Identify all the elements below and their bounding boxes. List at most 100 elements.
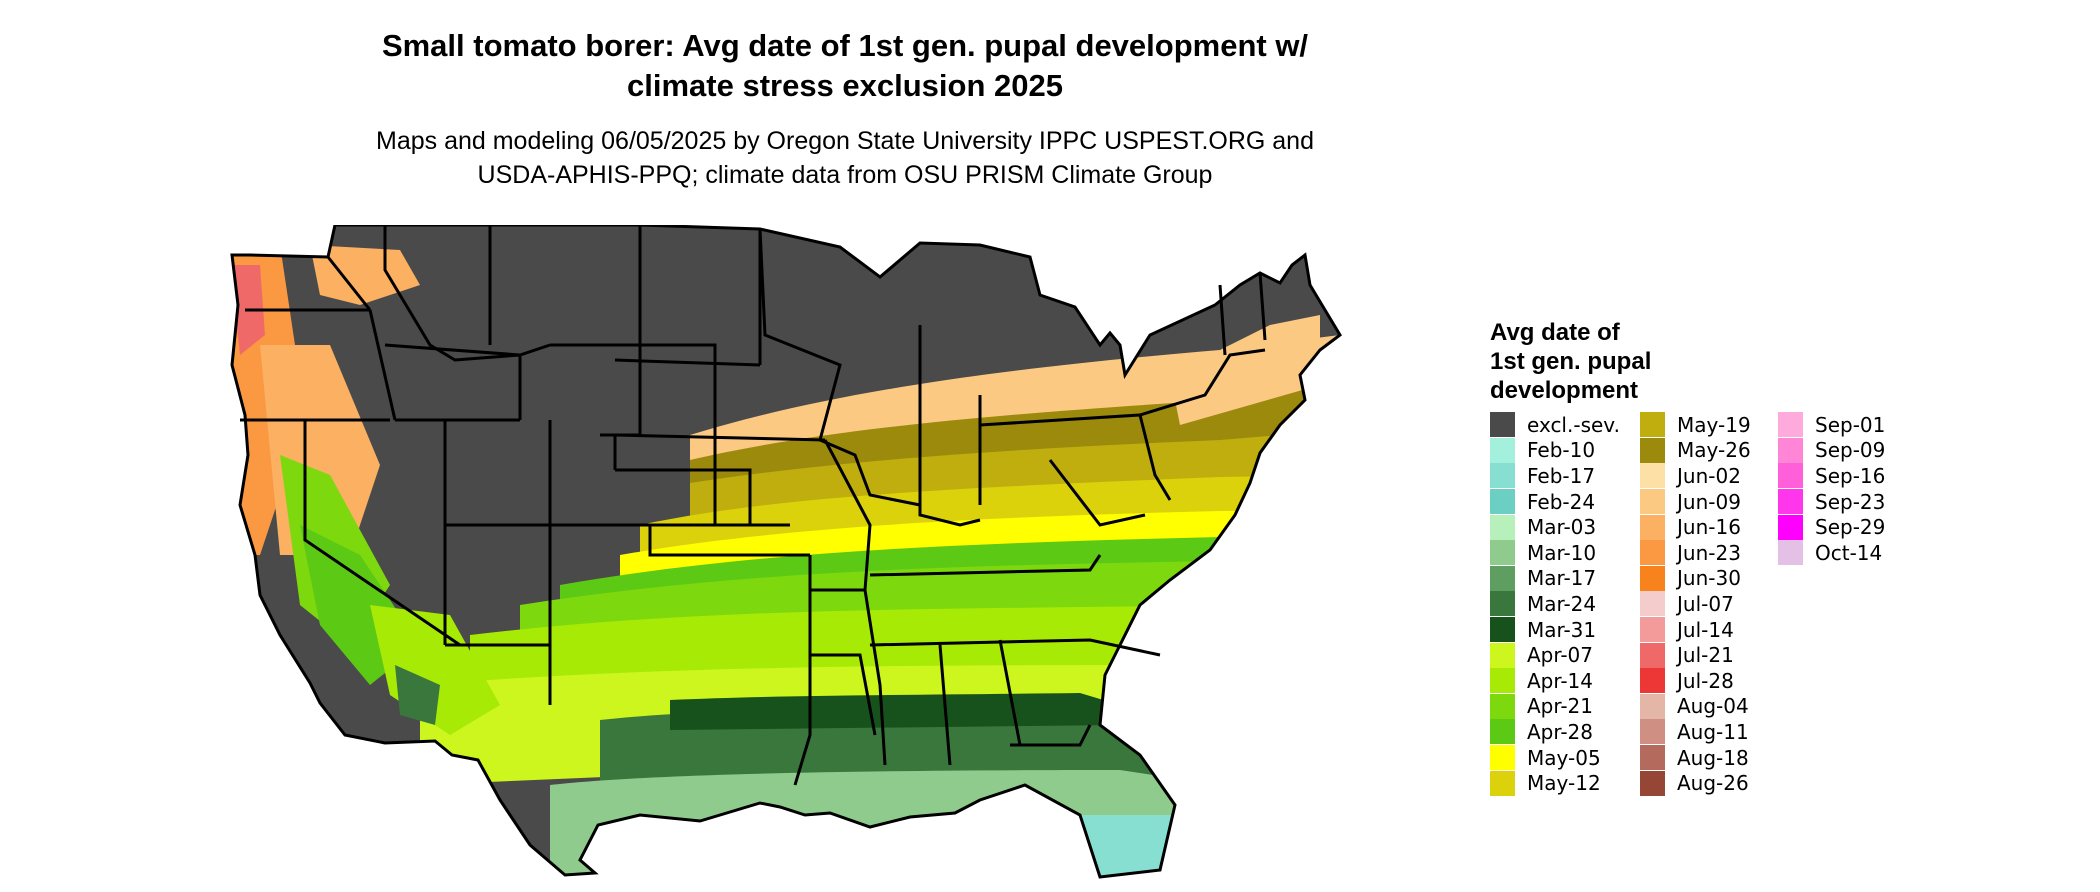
legend-label: Jun-02 [1677,463,1741,488]
legend-swatch [1490,719,1515,745]
legend-item: Apr-14 [1490,668,1620,694]
legend-swatch [1640,437,1665,463]
legend-label: Sep-01 [1815,412,1886,437]
legend-item: Feb-24 [1490,489,1620,515]
legend-swatch [1778,437,1803,463]
legend-swatch [1640,745,1665,771]
legend-label: Apr-07 [1527,643,1593,668]
legend-swatch [1490,770,1515,796]
border-ne-ks [613,435,752,525]
legend-swatch [1640,565,1665,591]
legend-label: Sep-16 [1815,463,1886,488]
legend-swatch [1490,565,1515,591]
band-mar-31 [670,693,1120,730]
legend-item: Jun-23 [1640,540,1751,566]
border-ar-la [793,555,812,786]
legend-label: Sep-09 [1815,438,1886,463]
legend-item: excl.-sev. [1490,412,1620,438]
band-mar-24-sw [395,665,440,725]
legend-label: Jun-16 [1677,515,1741,540]
legend-item: Aug-11 [1640,719,1751,745]
legend-label: Mar-03 [1527,515,1597,540]
legend-item: Aug-18 [1640,745,1751,771]
border-wy-sd-ne [550,343,717,525]
legend-label: excl.-sev. [1527,412,1620,437]
legend-column-1: excl.-sev. Feb-10 Feb-17 Feb-24 Mar-03 M… [1490,412,1620,796]
legend-swatch [1490,489,1515,515]
legend-swatch [1640,770,1665,796]
legend-label: Jul-14 [1677,617,1734,642]
legend-label: May-12 [1527,771,1601,796]
legend-swatch [1640,540,1665,566]
legend-item: Sep-16 [1778,463,1885,489]
border-sd-ne [614,433,826,442]
border-ga-fl [1010,724,1092,747]
legend-swatch [1778,540,1803,566]
legend-item: Apr-07 [1490,642,1620,668]
legend-item: Mar-10 [1490,540,1620,566]
border-id-wy [384,343,522,420]
legend-label: Jul-21 [1677,643,1734,668]
legend-label: Aug-18 [1677,745,1749,770]
legend-item: Jun-16 [1640,514,1751,540]
border-mn-ia-wi [758,228,921,507]
legend-label: Sep-23 [1815,489,1886,514]
legend-item: May-12 [1490,770,1620,796]
legend-label: Feb-24 [1527,489,1596,514]
border-la-ms [810,653,877,736]
legend-label: Jun-09 [1677,489,1741,514]
legend-swatch [1640,489,1665,515]
legend-title: Avg date of 1st gen. pupal development [1490,318,1750,405]
legend-swatch [1490,591,1515,617]
border-nd-sd [614,358,761,367]
legend-swatch [1640,617,1665,643]
legend-item: Sep-09 [1778,437,1886,464]
legend-swatch [1640,693,1665,719]
legend-swatch [1640,463,1665,489]
legend-label: Apr-14 [1527,668,1593,693]
legend-item: Sep-29 [1778,514,1885,540]
border-pa-ny [1139,348,1266,417]
legend-swatch [1490,693,1515,719]
band-jun-16-nw [310,245,420,305]
legend-swatch [1490,617,1515,643]
legend-item: Aug-04 [1640,693,1751,720]
legend-swatch [1778,514,1803,540]
legend-swatch [1640,642,1665,668]
legend-item: Mar-17 [1490,565,1620,592]
legend-label: May-19 [1677,412,1751,437]
legend-item: Jun-30 [1640,565,1751,592]
legend-item: Feb-10 [1490,437,1620,464]
legend-item: Apr-28 [1490,719,1620,745]
legend-swatch [1490,463,1515,489]
legend-label: Aug-04 [1677,694,1749,719]
border-or-id [368,309,397,421]
border-il-in [918,325,981,527]
legend-label: Apr-21 [1527,694,1593,719]
legend-swatch [1640,514,1665,540]
legend-label: Apr-28 [1527,719,1593,744]
state-boundaries [230,225,1342,879]
legend-item: Mar-24 [1490,591,1620,617]
legend-column-3: Sep-01 Sep-09 Sep-16 Sep-23 Sep-29 Oct-1… [1778,412,1885,566]
border-id-mt [383,225,551,362]
legend-item: Jul-21 [1640,642,1751,668]
legend-label: Mar-31 [1527,617,1597,642]
legend-label: Mar-10 [1527,540,1597,565]
map-subtitle: Maps and modeling 06/05/2025 by Oregon S… [220,124,1470,192]
legend-title-line-1: Avg date of [1490,319,1620,346]
legend-swatch [1640,668,1665,694]
border-ca-nv [303,420,461,647]
legend-label: Oct-14 [1815,540,1883,565]
legend-item: Jun-09 [1640,489,1751,515]
legend-swatch [1778,463,1803,489]
legend-item: Jul-28 [1640,668,1751,694]
legend-item: May-26 [1640,437,1751,464]
legend-swatch [1640,591,1665,617]
legend-swatch [1640,719,1665,745]
legend-swatch [1778,489,1803,515]
legend-swatch [1490,412,1515,438]
legend-swatch [1778,412,1803,438]
map-subtitle-line-2: USDA-APHIS-PPQ; climate data from OSU PR… [477,161,1213,189]
legend-title-line-2: 1st gen. pupal [1490,348,1652,375]
